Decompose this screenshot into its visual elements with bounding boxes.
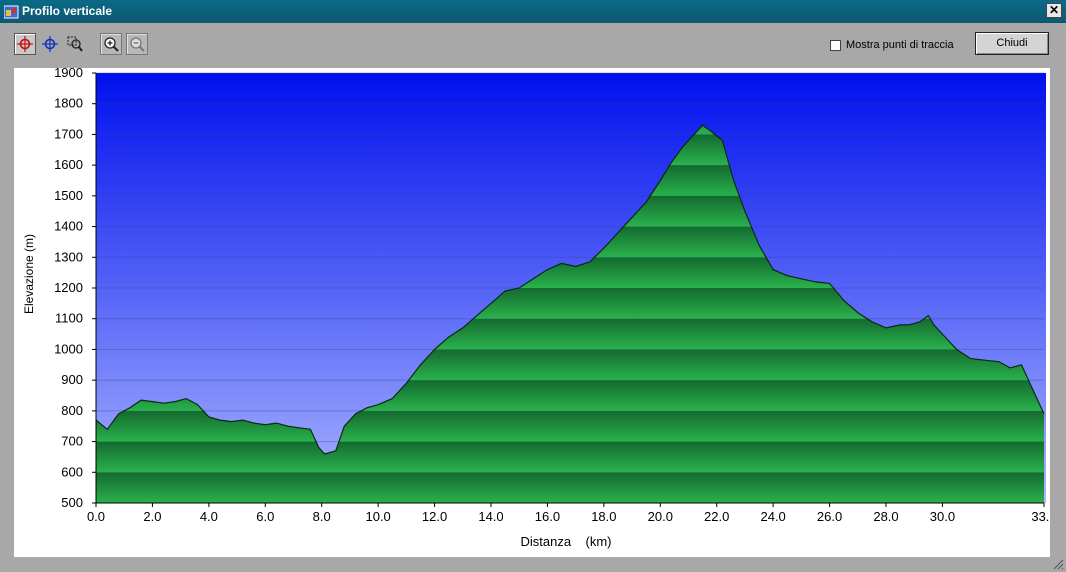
close-icon: ✕ (1048, 3, 1060, 17)
x-tick-label: 6.0 (256, 509, 274, 524)
zoom-out-icon (130, 37, 145, 52)
x-tick-label: 16.0 (535, 509, 560, 524)
zoom-area-icon (67, 36, 83, 52)
close-button[interactable]: Chiudi (975, 32, 1049, 55)
resize-grip-icon[interactable] (1052, 558, 1064, 570)
title-bar: Profilo verticale ✕ (0, 0, 1066, 23)
x-tick-label: 4.0 (200, 509, 218, 524)
y-tick-label: 600 (61, 464, 83, 479)
y-axis-label: Elevazione (m) (22, 234, 36, 314)
y-axis: 500 600 700 800 900 1000 1100 1200 1300 1400 1500 1… (54, 68, 97, 510)
zoom-in-icon (104, 37, 119, 52)
y-tick-label: 1200 (54, 280, 83, 295)
y-tick-label: 700 (61, 434, 83, 449)
y-tick-label: 1800 (54, 96, 83, 111)
zoom-in-button[interactable] (100, 33, 122, 55)
y-tick-label: 1500 (54, 188, 83, 203)
crosshair-red-tool-button[interactable] (14, 33, 36, 55)
y-tick-label: 1400 (54, 219, 83, 234)
y-tick-label: 1000 (54, 341, 83, 356)
elevation-band (96, 441, 1044, 473)
show-track-points-label: Mostra punti di traccia (846, 39, 954, 51)
chart-panel: 500 600 700 800 900 1000 1100 1200 1300 1400 1500 1… (14, 68, 1050, 557)
x-tick-label: 24.0 (760, 509, 785, 524)
y-tick-label: 1700 (54, 126, 83, 141)
show-track-points-checkbox[interactable] (830, 40, 841, 51)
zoom-area-tool-button[interactable] (64, 33, 86, 55)
x-tick-label: 22.0 (704, 509, 729, 524)
y-tick-label: 800 (61, 403, 83, 418)
app-icon (4, 5, 19, 19)
x-tick-label: 14.0 (478, 509, 503, 524)
x-tick-label: 30.0 (930, 509, 955, 524)
window-title: Profilo verticale (22, 4, 113, 18)
crosshair-red-icon (17, 36, 33, 52)
toolbar: Mostra punti di traccia Chiudi (0, 23, 1066, 68)
elevation-band (96, 472, 1044, 503)
zoom-out-button[interactable] (126, 33, 148, 55)
y-tick-label: 1100 (55, 311, 83, 326)
x-axis-label: Distanza (km) (520, 534, 611, 549)
y-tick-label: 500 (61, 495, 83, 510)
x-axis: 0.0 2.0 4.0 6.0 8.0 10.0 12.0 14.0 16.0 18.0 20.0 2… (87, 502, 1050, 524)
elevation-profile-chart[interactable]: 500 600 700 800 900 1000 1100 1200 1300 1400 1500 1… (14, 68, 1050, 557)
x-tick-label: 26.0 (817, 509, 842, 524)
x-tick-label: 20.0 (648, 509, 673, 524)
x-tick-label: 12.0 (422, 509, 447, 524)
x-tick-label: 2.0 (143, 509, 161, 524)
x-tick-label: 0.0 (87, 509, 105, 524)
x-tick-label: 8.0 (313, 509, 331, 524)
crosshair-blue-tool-button[interactable] (39, 33, 61, 55)
x-tick-label: 10.0 (365, 509, 390, 524)
x-tick-label: 33.6 (1031, 509, 1050, 524)
window-close-button[interactable]: ✕ (1046, 3, 1062, 18)
x-tick-label: 18.0 (591, 509, 616, 524)
x-tick-label: 28.0 (873, 509, 898, 524)
y-tick-label: 900 (61, 372, 83, 387)
y-tick-label: 1900 (54, 68, 83, 80)
y-tick-label: 1300 (54, 249, 83, 264)
crosshair-blue-icon (42, 36, 58, 52)
elevation-profile-line (95, 124, 1045, 455)
y-tick-label: 1600 (54, 157, 83, 172)
